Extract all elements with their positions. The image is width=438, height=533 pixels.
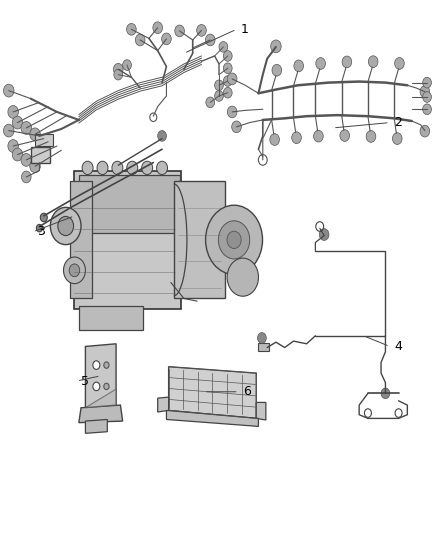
FancyBboxPatch shape — [79, 306, 143, 330]
Circle shape — [319, 229, 329, 240]
Circle shape — [395, 58, 404, 69]
Circle shape — [420, 125, 430, 137]
Circle shape — [292, 132, 301, 143]
Circle shape — [12, 148, 23, 161]
Circle shape — [205, 34, 215, 46]
Circle shape — [381, 388, 390, 399]
Ellipse shape — [112, 161, 123, 175]
Bar — [31, 147, 50, 163]
Circle shape — [175, 25, 184, 37]
Circle shape — [223, 76, 232, 86]
Polygon shape — [85, 389, 116, 408]
FancyBboxPatch shape — [79, 175, 180, 233]
Circle shape — [30, 160, 40, 173]
Circle shape — [135, 34, 145, 46]
Circle shape — [153, 22, 162, 34]
Circle shape — [4, 124, 14, 137]
Circle shape — [162, 33, 171, 45]
Circle shape — [21, 171, 31, 183]
Circle shape — [8, 106, 18, 118]
Circle shape — [227, 73, 237, 85]
Text: 2: 2 — [394, 116, 402, 129]
Ellipse shape — [97, 161, 108, 175]
Circle shape — [272, 64, 282, 76]
Circle shape — [316, 58, 325, 69]
Circle shape — [197, 25, 206, 36]
Circle shape — [58, 216, 74, 236]
Circle shape — [227, 231, 241, 248]
Circle shape — [423, 77, 431, 88]
Circle shape — [205, 205, 262, 274]
Ellipse shape — [127, 161, 138, 175]
Circle shape — [219, 221, 250, 259]
Circle shape — [206, 97, 215, 108]
Circle shape — [366, 131, 376, 142]
Circle shape — [392, 133, 402, 144]
Circle shape — [314, 130, 323, 142]
FancyBboxPatch shape — [70, 181, 92, 298]
Circle shape — [114, 69, 123, 80]
Circle shape — [232, 121, 241, 133]
Circle shape — [227, 106, 237, 118]
Circle shape — [158, 131, 166, 141]
Circle shape — [40, 213, 47, 222]
Polygon shape — [158, 397, 169, 412]
Circle shape — [69, 264, 80, 277]
Circle shape — [104, 362, 109, 368]
Circle shape — [4, 84, 14, 97]
Circle shape — [271, 40, 281, 53]
Circle shape — [113, 63, 123, 75]
FancyBboxPatch shape — [74, 171, 181, 309]
Text: 5: 5 — [81, 375, 89, 387]
Text: 3: 3 — [37, 225, 45, 238]
Circle shape — [270, 134, 279, 146]
Circle shape — [50, 207, 81, 245]
Circle shape — [227, 258, 258, 296]
FancyBboxPatch shape — [174, 181, 225, 298]
Circle shape — [127, 23, 136, 35]
Circle shape — [223, 87, 232, 98]
Circle shape — [223, 63, 232, 74]
Polygon shape — [85, 344, 116, 408]
Circle shape — [21, 154, 32, 166]
Circle shape — [219, 42, 228, 52]
Polygon shape — [169, 367, 256, 418]
Circle shape — [342, 56, 352, 68]
Text: 4: 4 — [394, 340, 402, 353]
Circle shape — [258, 333, 266, 343]
Circle shape — [93, 361, 100, 369]
Circle shape — [294, 60, 304, 72]
Circle shape — [420, 86, 430, 98]
Ellipse shape — [141, 161, 152, 175]
Circle shape — [30, 128, 40, 141]
Text: 1: 1 — [241, 23, 249, 36]
Circle shape — [21, 122, 32, 134]
Circle shape — [340, 130, 350, 141]
Polygon shape — [85, 419, 107, 433]
Circle shape — [215, 91, 223, 101]
Circle shape — [104, 383, 109, 390]
Text: 6: 6 — [243, 385, 251, 398]
Circle shape — [64, 257, 85, 284]
Ellipse shape — [82, 161, 93, 175]
Circle shape — [215, 80, 223, 91]
Circle shape — [423, 104, 431, 115]
Circle shape — [36, 224, 42, 232]
Circle shape — [223, 51, 232, 61]
Circle shape — [12, 116, 23, 129]
Polygon shape — [79, 405, 123, 423]
Bar — [258, 343, 269, 351]
Circle shape — [368, 56, 378, 68]
Polygon shape — [256, 402, 266, 420]
Ellipse shape — [157, 161, 167, 175]
Circle shape — [423, 92, 431, 102]
Bar — [35, 134, 53, 146]
Circle shape — [93, 382, 100, 391]
Circle shape — [123, 60, 131, 70]
Circle shape — [8, 140, 18, 152]
Polygon shape — [166, 410, 258, 426]
